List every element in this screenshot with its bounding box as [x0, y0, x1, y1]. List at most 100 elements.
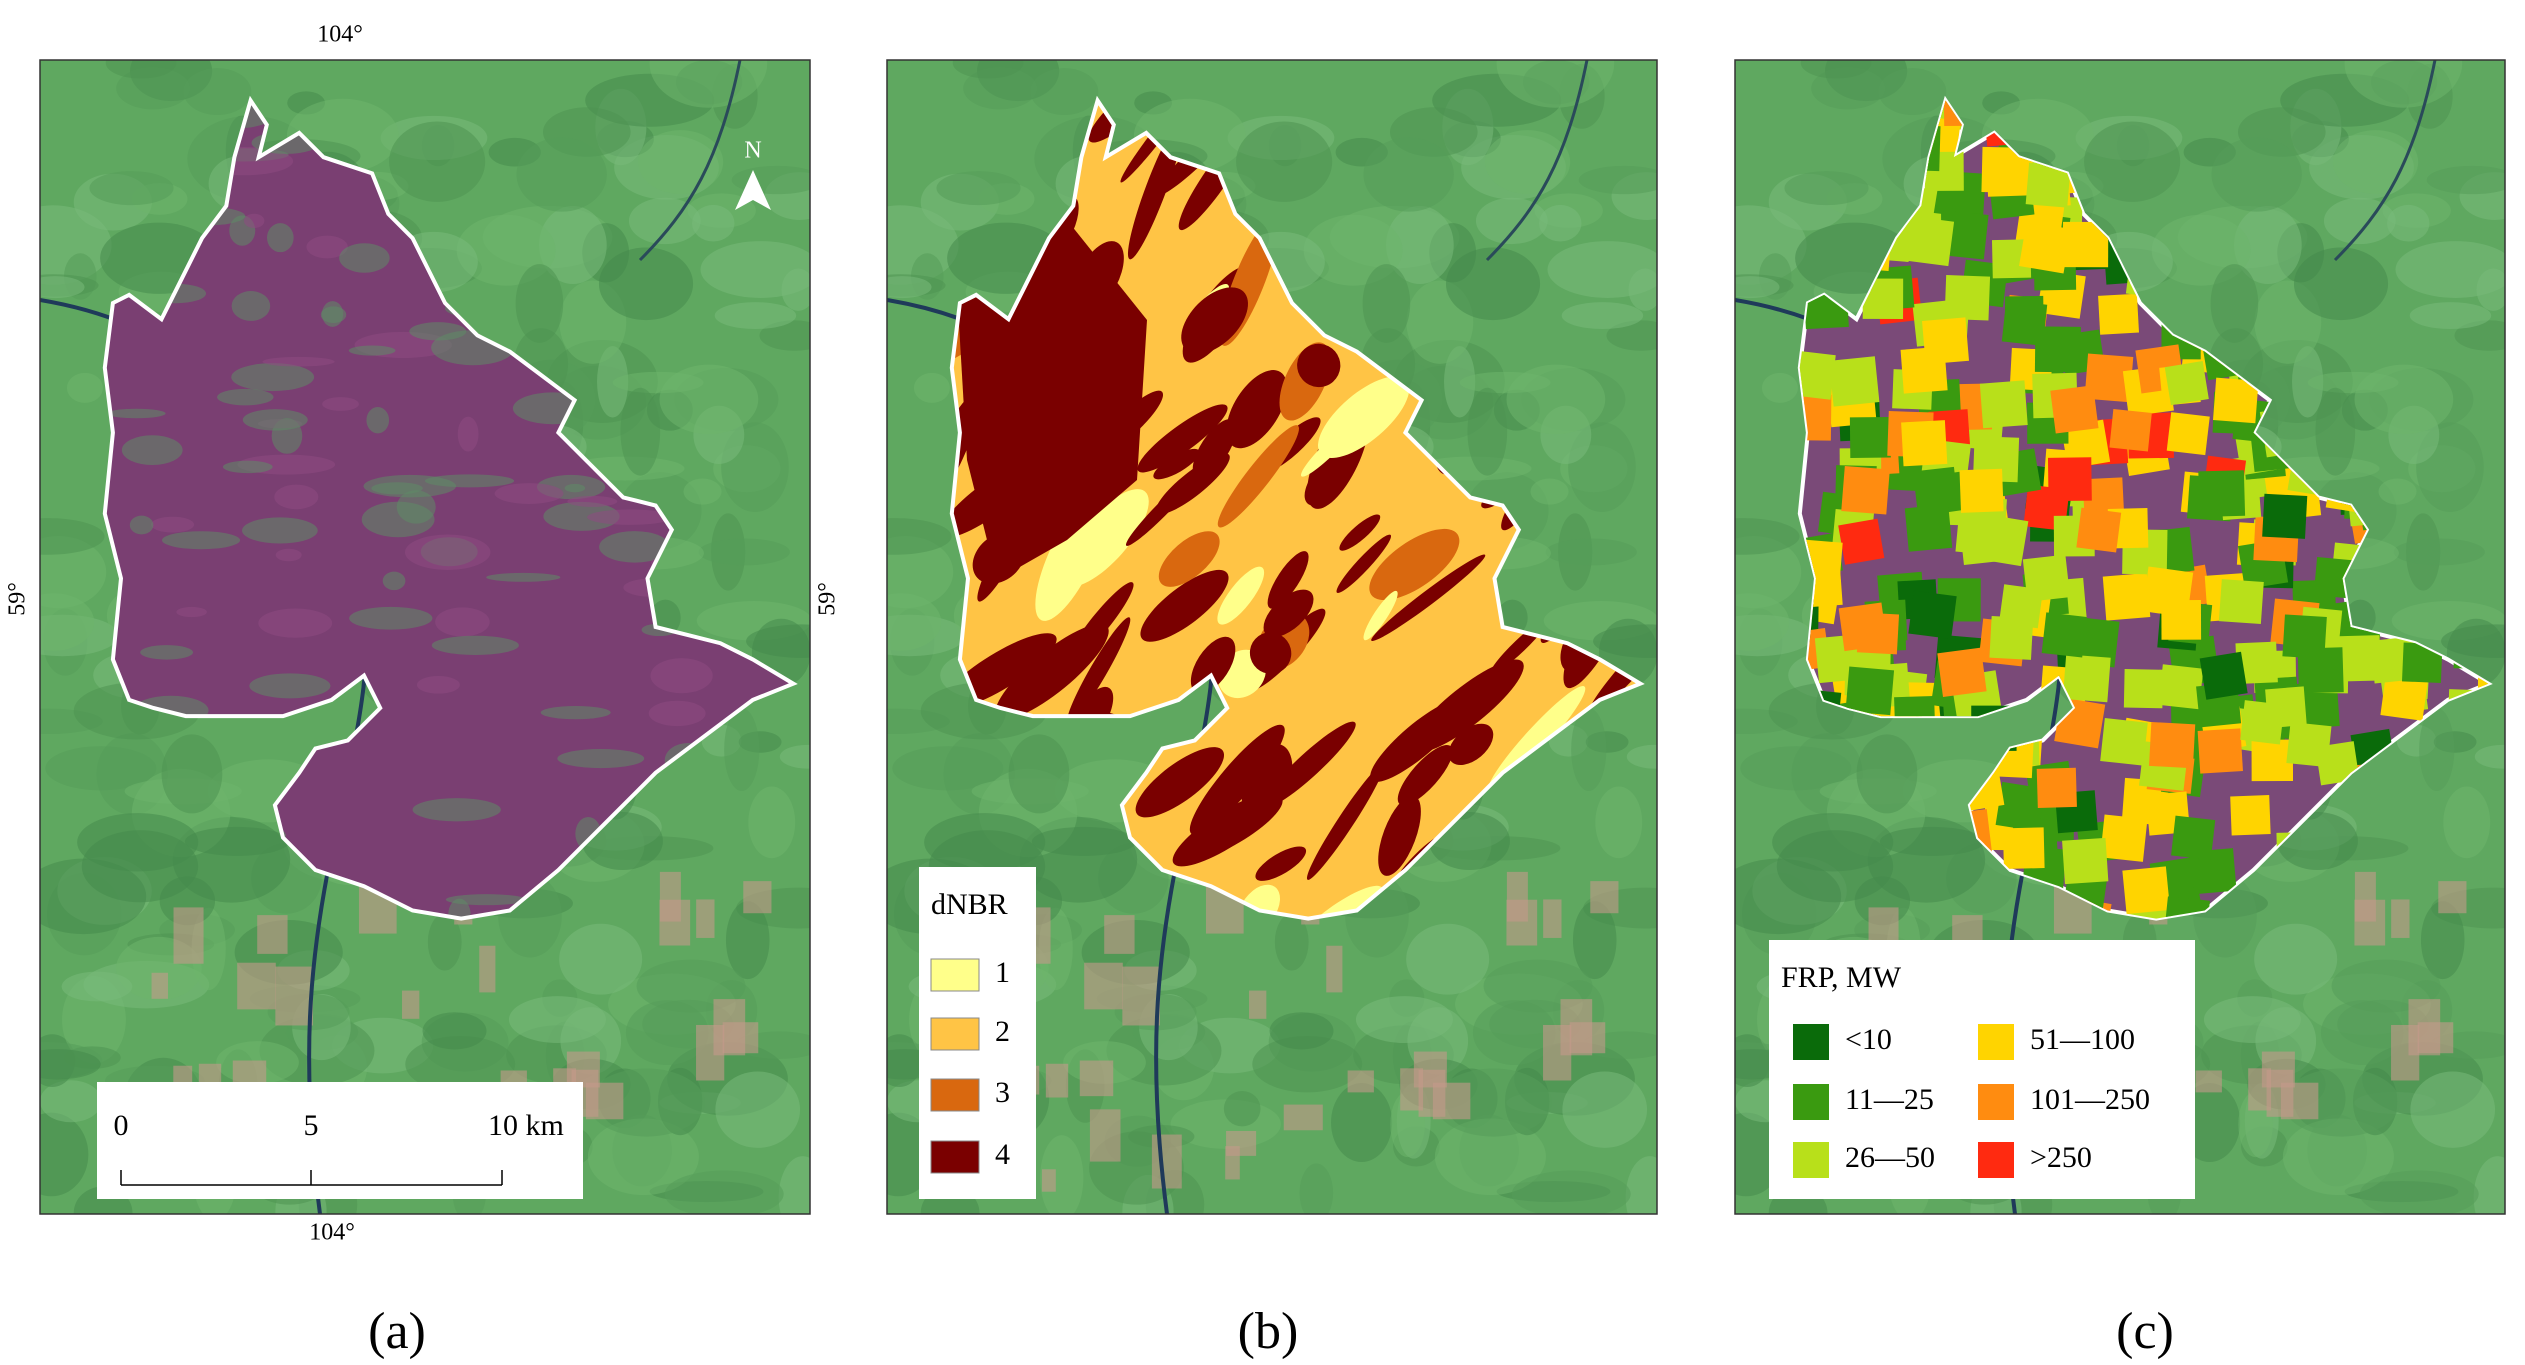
- burn-texture: [494, 483, 564, 504]
- terrain-texture: [1626, 744, 1657, 769]
- fire-pixel: [2062, 837, 2109, 885]
- fire-pixel: [1829, 356, 1880, 407]
- clearing: [2354, 899, 2386, 946]
- terrain-texture: [1593, 624, 1657, 658]
- clearing: [2438, 881, 2467, 914]
- fire-pixel: [2171, 815, 2216, 860]
- terrain-texture: [1299, 1163, 1334, 1214]
- terrain-texture: [1784, 171, 1869, 206]
- terrain-texture: [2474, 744, 2505, 769]
- terrain-texture: [89, 171, 174, 206]
- severity-patch: [1226, 370, 1288, 449]
- clearing: [1226, 1130, 1257, 1156]
- fire-pixel: [2109, 409, 2152, 452]
- fire-pixel: [2148, 722, 2196, 769]
- terrain-texture: [2419, 708, 2455, 792]
- terrain-texture: [936, 171, 1021, 206]
- terrain-texture: [2441, 624, 2505, 658]
- clearing: [1590, 881, 1619, 914]
- fire-pixel: [1979, 380, 2028, 429]
- clearing: [743, 881, 772, 914]
- clearing: [1079, 1060, 1114, 1097]
- burn-texture: [242, 517, 318, 544]
- terrain-texture: [659, 364, 759, 435]
- fire-pixel: [2001, 300, 2048, 346]
- severity-patch: [1336, 534, 1392, 593]
- fire-pixel: [2041, 612, 2087, 658]
- severity-patch: [1140, 569, 1229, 642]
- legend-label: <10: [1845, 1023, 1892, 1056]
- legend-swatch: [1793, 1142, 1829, 1178]
- terrain-texture: [1539, 204, 1582, 242]
- terrain-texture: [40, 1112, 89, 1197]
- legend-swatch: [1793, 1024, 1829, 1060]
- severity-patch: [1125, 469, 1201, 546]
- clearing: [1249, 990, 1267, 1019]
- terrain-texture: [698, 538, 790, 566]
- terrain-texture: [1236, 121, 1333, 202]
- terrain-texture: [1362, 264, 1411, 343]
- terrain-texture: [2443, 786, 2491, 859]
- terrain-texture: [1252, 1035, 1363, 1093]
- fire-pixel: [1959, 468, 2004, 513]
- terrain-texture: [1606, 320, 1657, 351]
- terrain-texture: [516, 137, 607, 212]
- clearing: [1326, 945, 1343, 993]
- fire-pixel: [2199, 651, 2248, 700]
- clearing: [696, 1024, 725, 1081]
- fire-pixel: [1986, 149, 2034, 197]
- fire-pixel: [2025, 162, 2071, 208]
- terrain-texture: [887, 593, 942, 651]
- clearing: [696, 899, 715, 938]
- clearing: [1283, 1104, 1323, 1131]
- terrain-texture: [1511, 1170, 1631, 1214]
- burn-texture: [129, 515, 154, 535]
- terrain-texture: [597, 346, 629, 418]
- terrain-texture: [1331, 1083, 1393, 1163]
- burned-area: [104, 100, 794, 919]
- fire-pixel: [1856, 612, 1900, 655]
- fire-pixel: [2235, 641, 2278, 685]
- fire-pixel: [2062, 654, 2111, 703]
- burn-texture: [140, 645, 194, 660]
- fire-pixel: [2265, 686, 2307, 729]
- burn-texture: [648, 700, 706, 727]
- severity-patch: [1369, 528, 1460, 601]
- burn-texture: [431, 635, 519, 655]
- burn-texture: [361, 501, 435, 538]
- panel-label: (a): [368, 1303, 426, 1360]
- fire-pixel: [1976, 513, 2029, 567]
- terrain-texture: [2410, 1071, 2496, 1148]
- burn-texture: [404, 534, 491, 570]
- terrain-texture: [1628, 268, 1657, 311]
- fire-pixel: [2190, 848, 2237, 895]
- fire-pixel: [2036, 767, 2077, 808]
- severity-patch: [1189, 724, 1285, 835]
- fire-pixel: [2218, 579, 2264, 625]
- fire-pixel: [2163, 896, 2210, 919]
- severity-patch: [1172, 793, 1279, 867]
- fire-pixel: [1937, 647, 1987, 697]
- burn-texture: [262, 356, 335, 367]
- clearing: [237, 962, 276, 1010]
- terrain-texture: [887, 518, 952, 555]
- terrain-texture: [40, 593, 95, 651]
- graticule-label: 59°: [815, 582, 841, 616]
- terrain-texture: [183, 68, 252, 116]
- legend-swatch: [930, 1078, 980, 1112]
- clearing: [402, 990, 420, 1019]
- clearing: [1151, 1134, 1182, 1189]
- legend-title: FRP, MW: [1781, 961, 1902, 994]
- clearing: [1506, 899, 1538, 946]
- legend-swatch: [1793, 1084, 1829, 1120]
- burn-texture: [445, 894, 527, 906]
- terrain-texture: [405, 1035, 516, 1093]
- terrain-texture: [1008, 734, 1070, 814]
- terrain-texture: [1561, 302, 1644, 330]
- terrain-texture: [683, 478, 722, 505]
- fire-pixel: [2282, 614, 2327, 659]
- burn-texture: [222, 460, 273, 474]
- burn-texture: [121, 435, 183, 465]
- fire-pixel: [2098, 293, 2139, 335]
